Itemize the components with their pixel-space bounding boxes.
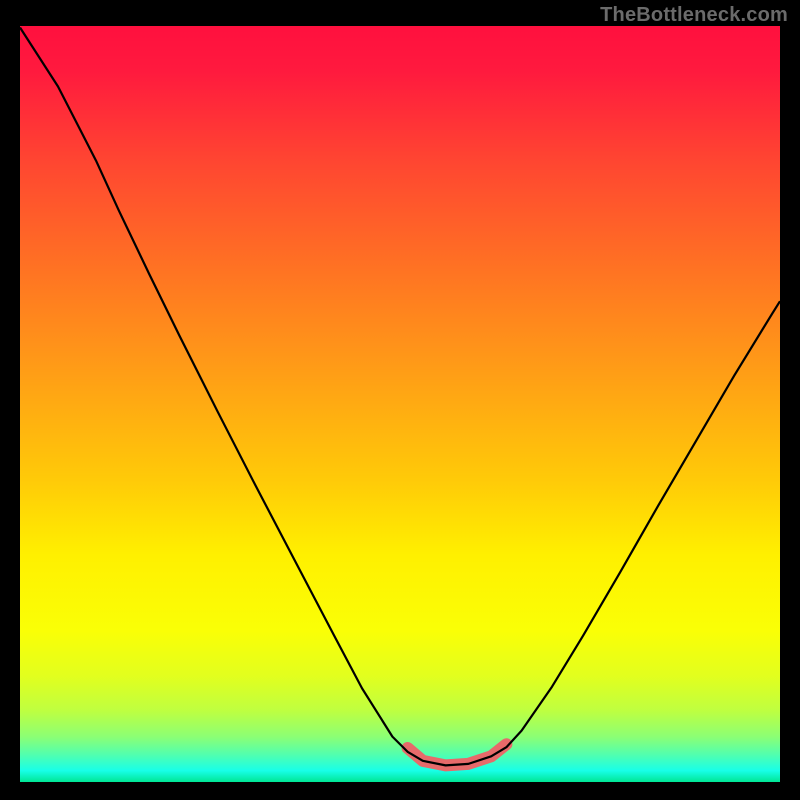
highlight-segment xyxy=(408,744,507,765)
curve-layer xyxy=(20,26,780,782)
bottleneck-curve xyxy=(20,28,780,766)
chart-canvas: TheBottleneck.com xyxy=(0,0,800,800)
watermark-text: TheBottleneck.com xyxy=(600,4,788,27)
plot-area xyxy=(20,26,780,782)
